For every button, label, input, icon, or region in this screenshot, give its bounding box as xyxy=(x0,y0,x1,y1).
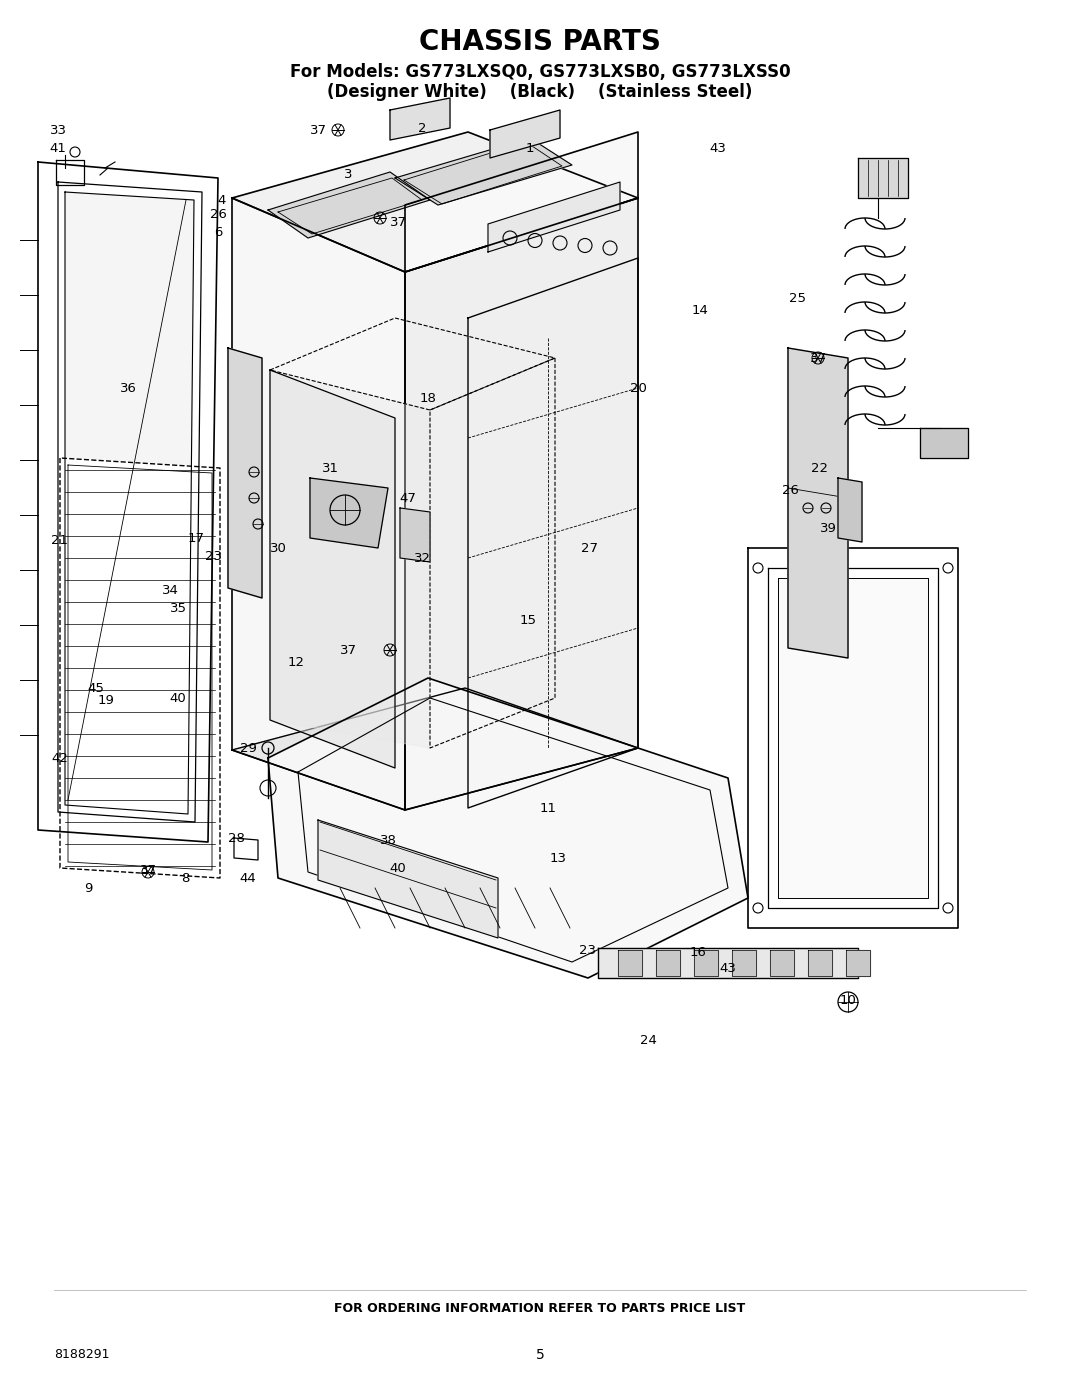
Text: 21: 21 xyxy=(52,534,68,546)
Polygon shape xyxy=(60,458,220,877)
Polygon shape xyxy=(268,678,748,978)
Text: 44: 44 xyxy=(240,872,256,884)
Text: CHASSIS PARTS: CHASSIS PARTS xyxy=(419,28,661,56)
Text: 27: 27 xyxy=(581,542,598,555)
Text: 12: 12 xyxy=(287,655,305,669)
Text: 3: 3 xyxy=(343,169,352,182)
Text: 30: 30 xyxy=(270,542,286,555)
Polygon shape xyxy=(268,172,430,237)
Polygon shape xyxy=(390,98,450,140)
Text: 39: 39 xyxy=(820,521,836,535)
Polygon shape xyxy=(400,509,430,562)
Polygon shape xyxy=(232,198,405,810)
Text: 25: 25 xyxy=(789,292,807,305)
Text: 10: 10 xyxy=(839,993,856,1006)
Polygon shape xyxy=(405,131,638,272)
Polygon shape xyxy=(748,548,958,928)
Text: 6: 6 xyxy=(214,225,222,239)
Text: 36: 36 xyxy=(120,381,136,394)
Polygon shape xyxy=(310,478,388,548)
Text: 23: 23 xyxy=(580,943,596,957)
Polygon shape xyxy=(694,950,718,977)
Polygon shape xyxy=(228,348,262,598)
Text: 40: 40 xyxy=(170,692,187,704)
Text: 43: 43 xyxy=(710,141,727,155)
Polygon shape xyxy=(232,131,638,272)
Text: 8: 8 xyxy=(180,872,189,884)
Text: 47: 47 xyxy=(400,492,417,504)
Polygon shape xyxy=(770,950,794,977)
Polygon shape xyxy=(395,138,572,205)
Text: 28: 28 xyxy=(228,831,244,845)
Text: 8188291: 8188291 xyxy=(54,1348,109,1362)
Text: 16: 16 xyxy=(689,946,706,958)
Text: 29: 29 xyxy=(240,742,256,754)
Text: 23: 23 xyxy=(205,549,222,563)
Text: 43: 43 xyxy=(719,961,737,975)
Polygon shape xyxy=(618,950,642,977)
Text: 5: 5 xyxy=(536,1348,544,1362)
Polygon shape xyxy=(232,687,638,810)
Polygon shape xyxy=(920,427,968,458)
Text: 45: 45 xyxy=(87,682,105,694)
Text: 37: 37 xyxy=(810,352,826,365)
Text: For Models: GS773LXSQ0, GS773LXSB0, GS773LXSS0: For Models: GS773LXSQ0, GS773LXSB0, GS77… xyxy=(289,63,791,81)
Polygon shape xyxy=(405,198,638,810)
Polygon shape xyxy=(488,182,620,251)
Polygon shape xyxy=(788,348,848,658)
Text: (Designer White)    (Black)    (Stainless Steel): (Designer White) (Black) (Stainless Stee… xyxy=(327,82,753,101)
Text: 34: 34 xyxy=(162,584,178,597)
Text: 26: 26 xyxy=(210,208,227,222)
Polygon shape xyxy=(778,578,928,898)
Text: 14: 14 xyxy=(691,303,708,317)
Text: 18: 18 xyxy=(419,391,436,405)
Text: 9: 9 xyxy=(84,882,92,894)
Polygon shape xyxy=(732,950,756,977)
Polygon shape xyxy=(65,191,194,814)
Text: FOR ORDERING INFORMATION REFER TO PARTS PRICE LIST: FOR ORDERING INFORMATION REFER TO PARTS … xyxy=(335,1302,745,1315)
Text: 42: 42 xyxy=(52,752,68,764)
Polygon shape xyxy=(858,158,908,198)
Text: 32: 32 xyxy=(414,552,431,564)
Polygon shape xyxy=(318,820,498,937)
Polygon shape xyxy=(468,258,638,807)
Text: 4: 4 xyxy=(218,194,226,207)
Polygon shape xyxy=(490,110,561,158)
Text: 37: 37 xyxy=(139,863,157,876)
Text: 19: 19 xyxy=(97,693,114,707)
Polygon shape xyxy=(38,162,218,842)
Text: 31: 31 xyxy=(322,461,338,475)
Text: 26: 26 xyxy=(782,483,798,496)
Text: 24: 24 xyxy=(639,1034,657,1046)
Text: 41: 41 xyxy=(50,141,67,155)
Text: 11: 11 xyxy=(540,802,556,814)
Polygon shape xyxy=(656,950,680,977)
Text: 35: 35 xyxy=(170,602,187,615)
Polygon shape xyxy=(598,949,858,978)
Text: 37: 37 xyxy=(339,644,356,657)
Polygon shape xyxy=(270,370,395,768)
Polygon shape xyxy=(270,370,430,747)
Text: 37: 37 xyxy=(390,215,406,229)
Text: 40: 40 xyxy=(390,862,406,875)
Text: 37: 37 xyxy=(310,123,326,137)
Text: 13: 13 xyxy=(550,852,567,865)
Text: 33: 33 xyxy=(50,123,67,137)
Polygon shape xyxy=(846,950,870,977)
Text: 22: 22 xyxy=(811,461,828,475)
Text: 38: 38 xyxy=(379,834,396,847)
Text: 15: 15 xyxy=(519,613,537,626)
Text: 1: 1 xyxy=(526,141,535,155)
Text: 20: 20 xyxy=(630,381,647,394)
Text: 2: 2 xyxy=(418,122,427,134)
Text: 17: 17 xyxy=(188,531,204,545)
Polygon shape xyxy=(838,478,862,542)
Polygon shape xyxy=(808,950,832,977)
